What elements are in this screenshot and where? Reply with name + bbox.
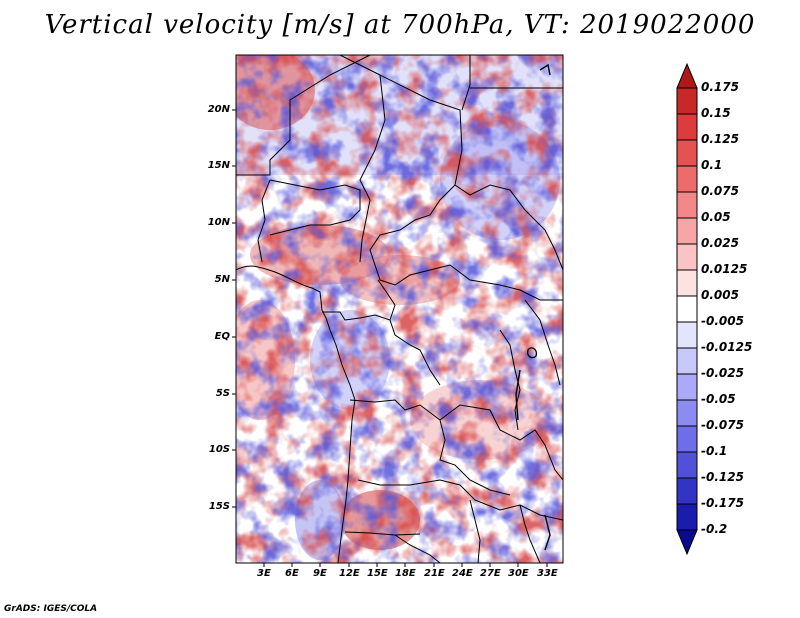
colorbar-box [676,243,698,271]
lon-label: 9E [313,568,327,579]
colorbar-box [676,425,698,453]
lon-label: 3E [257,568,271,579]
axis-ticks [232,109,548,567]
colorbar-box [676,373,698,401]
colorbar-box [676,217,698,245]
colorbar-level-label: -0.1 [701,444,728,458]
lon-label: 6E [285,568,299,579]
colorbar-level-label: 0.075 [701,184,739,198]
lon-label: 27E [480,568,501,579]
colorbar-box [676,165,698,193]
colorbar-box [676,139,698,167]
colorbar-box [676,113,698,141]
lon-label: 12E [339,568,360,579]
colorbar-box [676,295,698,323]
colorbar-level-label: 0.05 [701,210,731,224]
chart-title: Vertical velocity [m/s] at 700hPa, VT: 2… [44,10,756,40]
lat-label: 10S [208,444,230,455]
colorbar-box [676,87,698,115]
colorbar-level-label: -0.2 [701,522,728,536]
lon-label: 30E [508,568,529,579]
colorbar-level-label: -0.075 [701,418,744,432]
colorbar-level-label: 0.125 [701,132,739,146]
colorbar-level-label: -0.05 [701,392,736,406]
colorbar-level-label: -0.0125 [701,340,753,354]
lat-label: EQ [214,331,230,342]
colorbar-box [676,347,698,375]
colorbar-level-label: -0.005 [701,314,744,328]
lat-label: 15S [208,501,230,512]
colorbar-box [676,477,698,505]
colorbar-top-arrow [676,62,698,89]
colorbar-level-label: 0.005 [701,288,739,302]
colorbar-bottom-arrow [676,529,698,556]
colorbar-box [676,503,698,531]
credit-text: GrADS: IGES/COLA [4,604,98,614]
colorbar-box [676,451,698,479]
colorbar [676,62,698,556]
lon-label: 18E [395,568,416,579]
colorbar-level-label: 0.0125 [701,262,748,276]
colorbar-level-label: 0.025 [701,236,739,250]
colorbar-box [676,191,698,219]
lat-label: 10N [207,217,230,228]
colorbar-box [676,399,698,427]
colorbar-level-label: 0.15 [701,106,731,120]
map-frame [235,54,564,564]
colorbar-box [676,269,698,297]
colorbar-level-label: -0.125 [701,470,744,484]
lon-label: 15E [367,568,388,579]
lat-label: 5N [214,274,230,285]
lon-label: 33E [537,568,558,579]
velocity-field [236,55,563,563]
colorbar-level-label: 0.1 [701,158,723,172]
lon-label: 21E [424,568,445,579]
colorbar-box [676,321,698,349]
colorbar-level-label: -0.025 [701,366,744,380]
colorbar-level-label: -0.175 [701,496,744,510]
lat-label: 15N [207,160,230,171]
lon-label: 24E [452,568,473,579]
lat-label: 5S [215,388,230,399]
lat-label: 20N [207,104,230,115]
colorbar-level-label: 0.175 [701,80,739,94]
